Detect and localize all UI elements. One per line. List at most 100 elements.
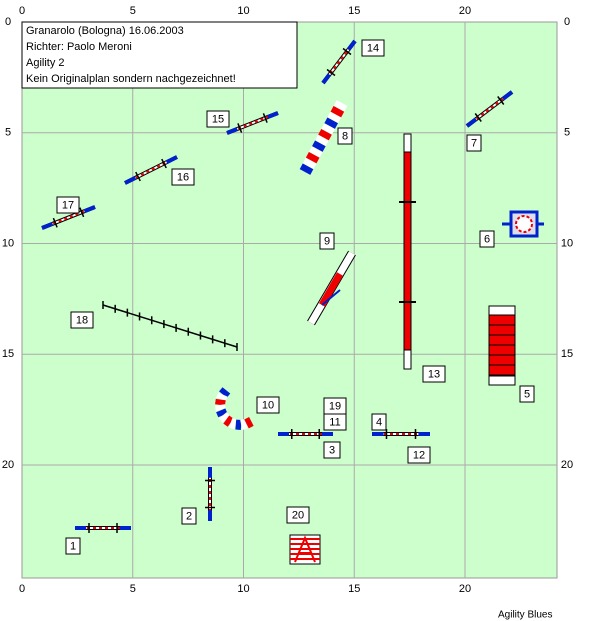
obstacle-part — [318, 272, 344, 307]
obstacle-part — [299, 163, 314, 175]
obstacle-label-box — [371, 413, 387, 431]
obstacle-part — [403, 151, 412, 351]
obstacle-part — [515, 215, 533, 233]
obstacle-part — [315, 134, 329, 147]
obstacle-part — [321, 73, 331, 85]
obstacle-part — [262, 113, 268, 123]
obstacle-part — [215, 398, 226, 406]
obstacle-label: 9 — [324, 235, 330, 247]
obstacle-label-box — [286, 506, 310, 524]
obstacle-label-box — [206, 110, 230, 128]
obstacle-part — [244, 416, 254, 429]
obstacle-label: 20 — [292, 509, 304, 521]
obstacle-part — [219, 387, 231, 398]
header-box — [21, 21, 298, 89]
x-tick-label: 20 — [459, 583, 471, 595]
obstacle-part — [326, 68, 336, 77]
y-tick-label: 20 — [561, 459, 573, 471]
obstacle-label: 2 — [186, 510, 192, 522]
obstacle-label: 18 — [76, 314, 88, 326]
field — [21, 21, 558, 579]
obstacle-part — [342, 47, 352, 56]
obstacle-part — [312, 140, 326, 152]
obstacle-part — [165, 155, 178, 164]
obstacle-label-box — [56, 196, 80, 214]
x-tick-label: 10 — [237, 583, 249, 595]
obstacle-label-box — [422, 365, 446, 383]
y-tick-label: 10 — [2, 237, 14, 249]
obstacle-part — [308, 146, 323, 158]
obstacle-part — [497, 96, 505, 105]
obstacle-part — [465, 117, 478, 128]
obstacle-label-box — [479, 230, 495, 248]
y-tick-label: 15 — [561, 348, 573, 360]
x-tick-label: 15 — [348, 5, 360, 17]
obstacle-label: 16 — [177, 171, 189, 183]
obstacle-label: 17 — [62, 199, 74, 211]
obstacle-label-box — [181, 507, 197, 525]
header-line: Granarolo (Bologna) 16.06.2003 — [26, 25, 184, 37]
y-tick-label: 5 — [564, 127, 570, 139]
obstacle-label: 1 — [70, 540, 76, 552]
obstacle-label: 12 — [413, 449, 425, 461]
header-line: Agility 2 — [26, 57, 65, 69]
x-tick-label: 20 — [459, 5, 471, 17]
obstacle-label: 14 — [367, 42, 379, 54]
obstacle-label-box — [323, 441, 341, 459]
obstacle-label: 5 — [524, 388, 530, 400]
obstacle-part — [330, 105, 345, 118]
obstacle-label: 19 — [329, 400, 341, 412]
obstacle-part — [102, 304, 238, 348]
obstacle-part — [223, 415, 234, 427]
x-tick-label: 0 — [19, 5, 25, 17]
obstacle-label-box — [519, 385, 535, 403]
obstacle-part — [302, 157, 317, 170]
footer: Agility Blues — [498, 610, 552, 621]
obstacle-part — [501, 90, 514, 101]
obstacle-part — [41, 221, 54, 230]
obstacle-label-box — [65, 537, 81, 555]
obstacle-part — [327, 111, 342, 124]
obstacle-label-box — [361, 39, 385, 57]
obstacle-label-box — [319, 232, 335, 250]
obstacle-label-box — [466, 134, 482, 152]
obstacle-label-box — [256, 396, 280, 414]
header-line: Kein Originalplan sondern nachgezeichnet… — [26, 73, 236, 85]
y-tick-label: 5 — [5, 127, 11, 139]
obstacle-part — [216, 408, 228, 418]
obstacle-part — [333, 100, 348, 112]
obstacle-label: 8 — [342, 130, 348, 142]
obstacle-part — [79, 207, 85, 218]
header-line: Richter: Paolo Meroni — [26, 41, 132, 53]
obstacle-label: 4 — [376, 416, 382, 428]
obstacle-part — [218, 412, 231, 423]
obstacle-label: 3 — [329, 444, 335, 456]
obstacle-label: 6 — [484, 233, 490, 245]
obstacle-part — [305, 151, 320, 164]
obstacle-part — [135, 171, 141, 182]
obstacle-part — [52, 217, 58, 228]
x-tick-label: 5 — [130, 5, 136, 17]
y-tick-label: 0 — [564, 16, 570, 28]
obstacle-label: 10 — [262, 399, 274, 411]
obstacle-part — [321, 123, 335, 135]
obstacle-part — [215, 404, 226, 411]
obstacle-part — [228, 417, 238, 430]
obstacle-label-box — [70, 311, 94, 329]
obstacle-label: 7 — [471, 137, 477, 149]
obstacle-label-box — [407, 446, 431, 464]
x-tick-label: 10 — [237, 5, 249, 17]
y-tick-label: 20 — [2, 459, 14, 471]
obstacle-label: 11 — [329, 416, 340, 428]
obstacle-part — [321, 289, 341, 306]
obstacle-part — [124, 176, 137, 185]
obstacle-part — [226, 127, 238, 135]
obstacle-part — [324, 117, 339, 129]
obstacle-part — [347, 39, 357, 51]
x-tick-label: 5 — [130, 583, 136, 595]
y-tick-label: 0 — [5, 16, 11, 28]
x-tick-label: 0 — [19, 583, 25, 595]
x-tick-label: 15 — [348, 583, 360, 595]
obstacle-label-box — [337, 127, 353, 145]
